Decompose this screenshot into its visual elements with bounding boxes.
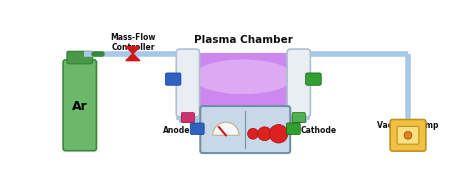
Text: Mass-Flow
Controller: Mass-Flow Controller: [110, 33, 155, 52]
Circle shape: [247, 128, 258, 139]
FancyBboxPatch shape: [63, 60, 96, 151]
FancyBboxPatch shape: [397, 126, 419, 144]
FancyBboxPatch shape: [182, 113, 194, 123]
Wedge shape: [213, 122, 239, 135]
FancyBboxPatch shape: [306, 73, 321, 85]
FancyBboxPatch shape: [176, 49, 200, 117]
FancyBboxPatch shape: [287, 49, 310, 117]
FancyBboxPatch shape: [390, 120, 426, 151]
Circle shape: [258, 127, 272, 141]
Text: Power Supply: Power Supply: [213, 105, 278, 114]
FancyBboxPatch shape: [165, 73, 181, 85]
FancyBboxPatch shape: [286, 123, 300, 135]
Text: Vacuum Pump: Vacuum Pump: [377, 121, 439, 130]
FancyBboxPatch shape: [201, 106, 290, 153]
Text: Anode: Anode: [163, 126, 190, 135]
FancyBboxPatch shape: [292, 113, 305, 123]
Circle shape: [404, 132, 412, 139]
Circle shape: [269, 125, 288, 143]
Polygon shape: [126, 47, 140, 54]
FancyBboxPatch shape: [67, 51, 92, 64]
FancyBboxPatch shape: [190, 123, 204, 135]
Text: Ar: Ar: [72, 100, 88, 112]
Polygon shape: [126, 54, 140, 61]
FancyBboxPatch shape: [190, 53, 296, 113]
Text: Cathode: Cathode: [300, 126, 337, 135]
Ellipse shape: [193, 59, 294, 94]
Text: Plasma Chamber: Plasma Chamber: [194, 35, 293, 45]
